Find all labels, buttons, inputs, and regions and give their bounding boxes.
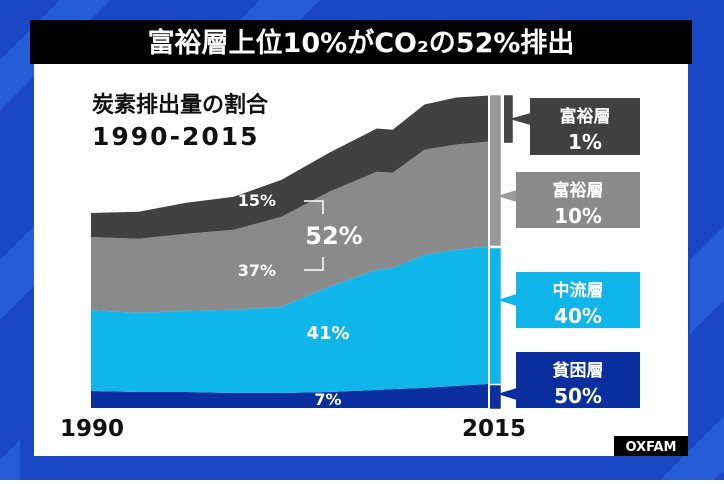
page-title: 富裕層上位10%がCO₂の52%排出	[148, 27, 575, 59]
label-combined-share: 52%	[305, 222, 362, 250]
svg-text:10%: 10%	[554, 204, 602, 228]
svg-text:富裕層: 富裕層	[560, 106, 611, 127]
area-series-3	[91, 95, 488, 239]
area-series-1	[91, 246, 488, 393]
legend-middle40: 中流層 40%	[516, 272, 640, 328]
svg-text:富裕層: 富裕層	[553, 180, 604, 201]
chart-title: 炭素排出量の割合	[92, 92, 269, 118]
combined-bracket	[304, 200, 324, 271]
x-tick-2015: 2015	[462, 416, 526, 442]
source-badge	[614, 436, 688, 456]
legend-top1: 富裕層 1%	[530, 98, 640, 155]
area-series-2	[91, 141, 488, 313]
area-series-0	[91, 384, 488, 408]
source-label: OXFAM	[626, 440, 677, 455]
svg-text:1%: 1%	[568, 130, 602, 154]
label-top1-share: 15%	[238, 191, 276, 210]
svg-text:貧困層: 貧困層	[553, 360, 604, 381]
stacked-areas	[91, 95, 488, 408]
label-top10-share: 37%	[238, 261, 276, 280]
title-bar	[30, 20, 692, 64]
label-middle-share: 41%	[306, 323, 349, 344]
chart-subtitle: 1990-2015	[92, 122, 260, 151]
svg-text:中流層: 中流層	[553, 280, 604, 301]
svg-text:50%: 50%	[554, 384, 602, 408]
label-bottom-share: 7%	[314, 390, 341, 409]
x-tick-1990: 1990	[60, 416, 124, 442]
legend-top10: 富裕層 10%	[516, 172, 640, 228]
legend-bottom50: 貧困層 50%	[516, 352, 640, 408]
svg-text:40%: 40%	[554, 304, 602, 328]
